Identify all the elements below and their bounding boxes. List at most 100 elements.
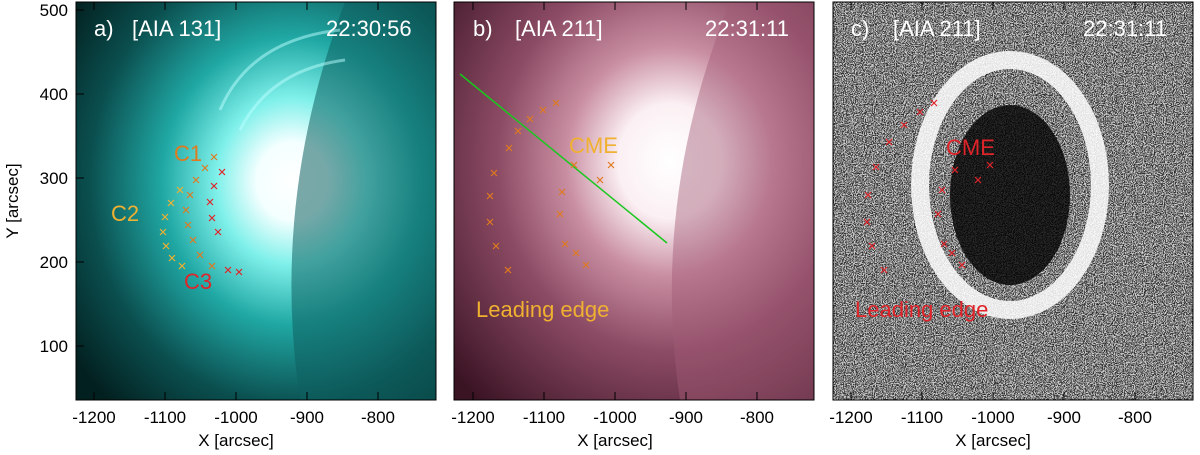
c3-marker-6 — [235, 268, 243, 276]
edge-marker-c-3 — [885, 138, 893, 146]
x-tick-a-4: -800 — [361, 408, 395, 427]
panel-b-time: 22:31:11 — [705, 16, 789, 41]
panel-c-markers — [863, 99, 994, 274]
panel-c: c) [AIA 211] 22:31:11 CME Leading edge — [832, 1, 1194, 401]
c2-marker-6 — [178, 262, 186, 270]
x-tick-c-0: -1200 — [829, 408, 872, 427]
annotation-c3: C3 — [184, 269, 212, 294]
edge-marker-c-15 — [948, 249, 956, 257]
edge-marker-c-5 — [864, 191, 872, 199]
axis-ticks — [76, 2, 1136, 400]
edge-marker-c-8 — [880, 266, 888, 274]
c1-marker-6 — [189, 236, 197, 244]
y-tick-2: 300 — [40, 169, 68, 188]
edge-marker-0 — [552, 99, 560, 107]
annotation-cme-c: CME — [946, 135, 995, 160]
c3-marker-1 — [210, 182, 218, 190]
c2-marker-4 — [162, 242, 170, 250]
panel-a-time: 22:30:56 — [326, 16, 412, 41]
panel-b-solar-limb — [671, 2, 814, 400]
x-tick-a-1: -1100 — [144, 408, 186, 427]
panel-c-instrument: [AIA 211] — [893, 16, 981, 41]
c3-marker-5 — [224, 266, 232, 274]
edge-marker-10 — [607, 161, 615, 169]
edge-marker-c-14 — [940, 240, 948, 248]
panel-a-label: a) — [94, 16, 114, 41]
panel-b-label: b) — [473, 16, 493, 41]
c3-marker-2 — [206, 198, 214, 206]
edge-marker-c-2 — [900, 121, 908, 129]
edge-marker-c-12 — [938, 186, 946, 194]
c3-marker-4 — [214, 228, 222, 236]
panel-c-cme-shell — [911, 51, 1109, 319]
edge-marker-7 — [486, 218, 494, 226]
edge-marker-c-1 — [916, 108, 924, 116]
edge-marker-16 — [572, 249, 580, 257]
edge-marker-15 — [561, 240, 569, 248]
c1-marker-2 — [192, 176, 200, 184]
annotation-leading-edge-c: Leading edge — [855, 297, 988, 322]
x-tick-b-0: -1200 — [451, 408, 494, 427]
x-tick-c-2: -1000 — [971, 408, 1014, 427]
panel-b-markers — [486, 99, 615, 274]
edge-marker-14 — [556, 210, 564, 218]
c1-marker-3 — [186, 191, 194, 199]
x-tick-a-2: -1000 — [214, 408, 257, 427]
panel-b: b) [AIA 211] 22:31:11 CME Leading edge — [453, 1, 815, 401]
c2-marker-0 — [176, 186, 184, 194]
c2-marker-3 — [159, 228, 167, 236]
c3-marker-0 — [218, 168, 226, 176]
edge-marker-3 — [514, 127, 522, 135]
panel-a-instrument: [AIA 131] — [132, 16, 221, 41]
edge-marker-c-11 — [951, 166, 959, 174]
annotation-cme-b: CME — [569, 133, 618, 158]
x-tick-b-4: -800 — [740, 408, 774, 427]
edge-marker-c-0 — [930, 99, 938, 107]
edge-marker-c-6 — [863, 218, 871, 226]
edge-marker-c-13 — [934, 210, 942, 218]
panel-b-slit-line — [459, 73, 668, 244]
edge-marker-4 — [505, 144, 513, 152]
edge-marker-9 — [504, 266, 512, 274]
y-tick-4: 100 — [40, 337, 68, 356]
c3-marker-3 — [208, 214, 216, 222]
x-tick-a-0: -1200 — [72, 408, 115, 427]
edge-marker-2 — [526, 115, 534, 123]
x-tick-c-4: -800 — [1118, 408, 1152, 427]
annotation-leading-edge-b: Leading edge — [476, 297, 609, 322]
y-tick-1: 400 — [40, 85, 68, 104]
x-tick-a-3: -900 — [290, 408, 324, 427]
edge-marker-13 — [558, 188, 566, 196]
annotation-c1: C1 — [174, 141, 202, 166]
edge-marker-c-9 — [986, 161, 994, 169]
x-tick-b-2: -1000 — [593, 408, 636, 427]
panel-b-instrument: [AIA 211] — [515, 16, 603, 41]
y-tick-0: 500 — [40, 1, 68, 20]
edge-marker-c-7 — [868, 242, 876, 250]
y-axis-label: Y [arcsec] — [3, 163, 22, 238]
c1-marker-1 — [201, 164, 209, 172]
panel-c-time: 22:31:11 — [1083, 16, 1167, 41]
x-axis-label-c: X [arcsec] — [955, 431, 1031, 450]
panel-c-label: c) — [851, 16, 869, 41]
c1-marker-4 — [182, 206, 190, 214]
c2-marker-2 — [161, 213, 169, 221]
c1-marker-5 — [184, 221, 192, 229]
panel-a: a) [AIA 131] 22:30:56 C1 C2 C3 — [75, 1, 437, 401]
edge-marker-c-10 — [974, 176, 982, 184]
x-tick-labels: -1200 -1100 -1000 -900 -800 -1200 -1100 … — [72, 408, 1152, 427]
edge-marker-c-16 — [958, 261, 966, 269]
x-tick-b-1: -1100 — [523, 408, 565, 427]
edge-marker-5 — [490, 169, 498, 177]
edge-marker-17 — [582, 261, 590, 269]
panel-b-image — [454, 2, 814, 400]
c2-marker-1 — [167, 199, 175, 207]
panel-a-loops — [218, 28, 346, 131]
annotation-c2: C2 — [111, 201, 139, 226]
panel-a-markers — [159, 153, 243, 276]
x-axis-label-b: X [arcsec] — [577, 431, 653, 450]
x-tick-b-3: -900 — [669, 408, 703, 427]
edge-marker-1 — [539, 106, 547, 114]
y-tick-labels: 500 400 300 200 100 — [40, 1, 68, 356]
